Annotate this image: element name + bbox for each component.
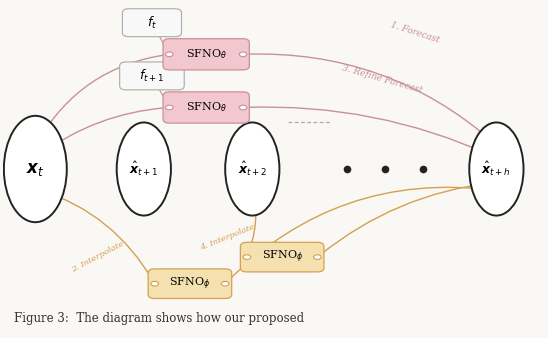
FancyArrowPatch shape (38, 108, 167, 156)
FancyArrowPatch shape (227, 187, 494, 282)
FancyArrowPatch shape (41, 189, 153, 281)
FancyArrowPatch shape (248, 193, 258, 255)
Text: $f_{t+1}$: $f_{t+1}$ (139, 68, 164, 84)
Text: $\hat{\boldsymbol{x}}_{t+1}$: $\hat{\boldsymbol{x}}_{t+1}$ (129, 160, 158, 178)
Text: 1. Forecast: 1. Forecast (390, 21, 441, 45)
Text: SFNO$_{\phi}$: SFNO$_{\phi}$ (261, 249, 302, 265)
Circle shape (313, 255, 321, 260)
FancyArrowPatch shape (319, 183, 494, 255)
FancyBboxPatch shape (122, 9, 181, 37)
Text: 2. Interpolate: 2. Interpolate (70, 240, 125, 274)
Text: 4. Interpolate: 4. Interpolate (199, 223, 256, 252)
Text: $f_t$: $f_t$ (147, 15, 157, 31)
Text: $\hat{\boldsymbol{x}}_{t+h}$: $\hat{\boldsymbol{x}}_{t+h}$ (482, 160, 511, 178)
Circle shape (221, 281, 229, 286)
Text: Figure 3:  The diagram shows how our proposed: Figure 3: The diagram shows how our prop… (14, 312, 304, 325)
Circle shape (151, 281, 158, 286)
Ellipse shape (225, 122, 279, 216)
Ellipse shape (4, 116, 67, 222)
Circle shape (239, 52, 247, 57)
Ellipse shape (117, 122, 171, 216)
Circle shape (165, 105, 173, 110)
Text: SFNO$_{\theta}$: SFNO$_{\theta}$ (186, 101, 227, 114)
FancyBboxPatch shape (241, 242, 324, 272)
Circle shape (165, 52, 173, 57)
Text: 3. Refine Forecast: 3. Refine Forecast (341, 64, 424, 95)
Text: SFNO$_{\phi}$: SFNO$_{\phi}$ (169, 275, 210, 292)
FancyArrowPatch shape (38, 55, 167, 142)
FancyArrowPatch shape (246, 54, 492, 141)
Text: SFNO$_{\theta}$: SFNO$_{\theta}$ (186, 47, 227, 61)
FancyBboxPatch shape (163, 92, 249, 123)
Circle shape (243, 255, 250, 260)
Text: $\hat{\boldsymbol{x}}_{t+2}$: $\hat{\boldsymbol{x}}_{t+2}$ (238, 160, 267, 178)
FancyArrowPatch shape (246, 107, 492, 156)
Ellipse shape (469, 122, 523, 216)
FancyBboxPatch shape (148, 269, 232, 298)
FancyBboxPatch shape (119, 62, 184, 90)
FancyBboxPatch shape (163, 39, 249, 70)
Text: $\boldsymbol{x}_t$: $\boldsymbol{x}_t$ (26, 161, 44, 177)
Circle shape (239, 105, 247, 110)
